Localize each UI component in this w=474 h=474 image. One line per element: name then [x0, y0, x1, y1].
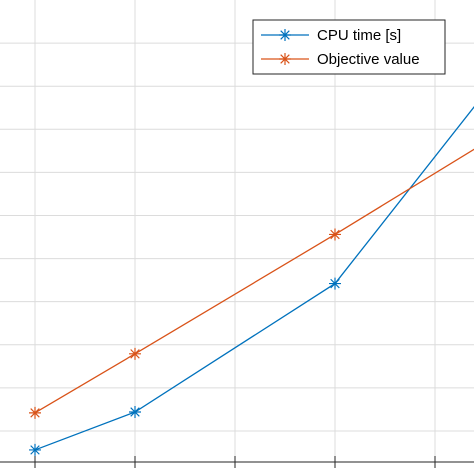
data-point: [29, 443, 41, 456]
plot-area: [29, 106, 474, 456]
legend-marker: [279, 53, 291, 65]
data-point: [329, 228, 341, 241]
data-point: [129, 406, 141, 419]
data-point: [329, 277, 341, 290]
series-line: [34, 148, 474, 414]
legend: CPU time [s] Objective value: [252, 19, 446, 75]
legend-label: CPU time [s]: [317, 27, 401, 44]
legend-label: Objective value: [317, 51, 420, 68]
data-point: [129, 347, 141, 360]
legend-marker: [279, 29, 291, 41]
data-point: [29, 406, 41, 419]
